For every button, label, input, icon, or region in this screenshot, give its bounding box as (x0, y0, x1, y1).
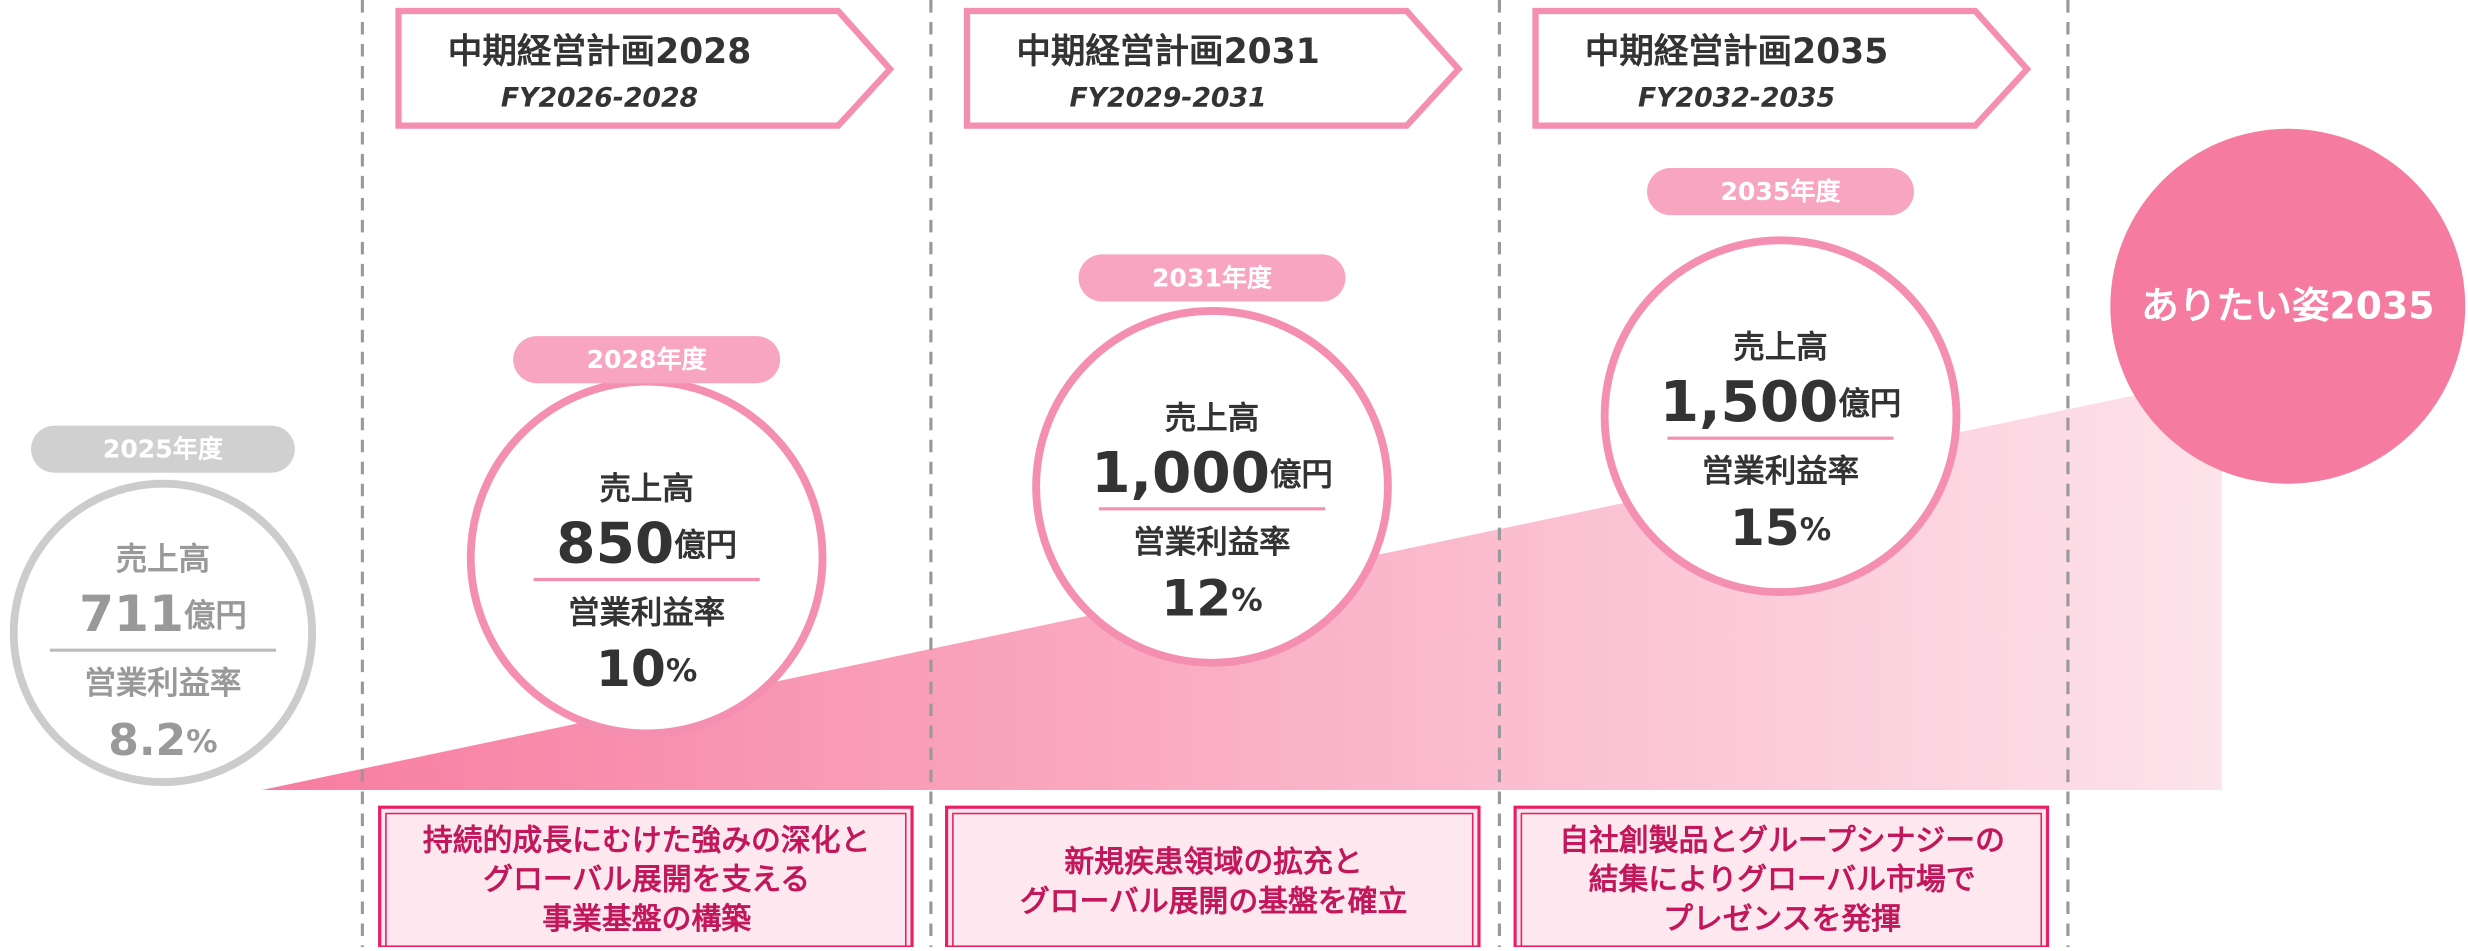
margin-unit: % (186, 724, 217, 760)
theme-box (945, 805, 1481, 949)
sales: 1,500億円 (1660, 370, 1902, 435)
plan-title: 中期経営計画2031 (1016, 32, 1319, 72)
plan-title: 中期経営計画2035 (1585, 32, 1888, 72)
sales-value: 1,500 (1660, 370, 1839, 435)
margin-label: 営業利益率 (1702, 454, 1859, 490)
sales-unit: 億円 (674, 528, 737, 564)
margin: 12% (1161, 568, 1262, 627)
margin: 15% (1730, 497, 1831, 556)
theme-box (1513, 805, 2050, 949)
year-pill (1078, 254, 1346, 302)
theme-line: 自社創製品とグループシナジーの (1559, 823, 2005, 858)
dividers (360, 0, 2070, 947)
plan-chevron (1532, 7, 2032, 129)
theme-line: プレゼンスを発揮 (1663, 902, 1901, 937)
plan-title: 中期経営計画2028 (448, 32, 751, 72)
margin-value: 8.2 (108, 715, 186, 766)
theme-line: 新規疾患領域の拡充と (1064, 845, 1362, 880)
theme-line: グローバル展開を支える (483, 863, 810, 898)
plan-period: FY2032-2035 (1638, 82, 1835, 113)
margin: 10% (596, 639, 697, 698)
margin-label: 営業利益率 (84, 666, 241, 702)
year-pill (1647, 168, 1915, 216)
margin-label: 営業利益率 (1134, 524, 1291, 560)
year-label: 2031年度 (1152, 264, 1273, 293)
sales: 711億円 (79, 584, 247, 643)
margin-unit: % (1800, 512, 1831, 548)
sales: 850億円 (556, 511, 737, 576)
sales-value: 1,000 (1091, 440, 1270, 505)
sales: 1,000億円 (1091, 440, 1333, 505)
year-label: 2025年度 (103, 435, 224, 464)
sales-label: 売上高 (600, 471, 694, 507)
margin-value: 15 (1730, 497, 1800, 556)
theme-box (378, 805, 914, 949)
plan-period: FY2029-2031 (1069, 82, 1266, 113)
margin-label: 営業利益率 (568, 595, 725, 631)
margin: 8.2% (108, 715, 217, 766)
year-pill (513, 336, 781, 384)
margin-unit: % (1231, 582, 1262, 618)
plan-period: FY2026-2028 (501, 82, 698, 113)
plan-chevron (963, 7, 1463, 129)
theme-line: 結集によりグローバル市場で (1589, 863, 1976, 898)
margin-value: 10 (596, 639, 666, 698)
year-label: 2035年度 (1720, 177, 1841, 206)
target-circle (1032, 307, 1392, 667)
sales-label: 売上高 (1165, 400, 1259, 436)
sales-value: 711 (79, 584, 184, 643)
sales-unit: 億円 (184, 598, 247, 634)
theme-line: 持続的成長にむけた強みの深化と (423, 823, 870, 858)
sales-label: 売上高 (1733, 330, 1827, 366)
vision-label: ありたい姿2035 (2141, 283, 2434, 327)
year-pill (31, 425, 295, 473)
theme-line: グローバル展開の基盤を確立 (1020, 885, 1407, 920)
sales-unit: 億円 (1270, 457, 1333, 493)
sales-label: 売上高 (116, 542, 210, 578)
theme-line: 事業基盤の構築 (542, 902, 751, 937)
vision-circle (2110, 128, 2466, 484)
target-circle (1600, 236, 1961, 596)
plan-chevron (395, 7, 895, 129)
sales-unit: 億円 (1839, 386, 1902, 422)
margin-unit: % (666, 653, 697, 689)
sales-value: 850 (556, 511, 674, 576)
year-label: 2028年度 (587, 345, 708, 374)
margin-value: 12 (1161, 568, 1231, 627)
baseline-circle (9, 479, 317, 787)
